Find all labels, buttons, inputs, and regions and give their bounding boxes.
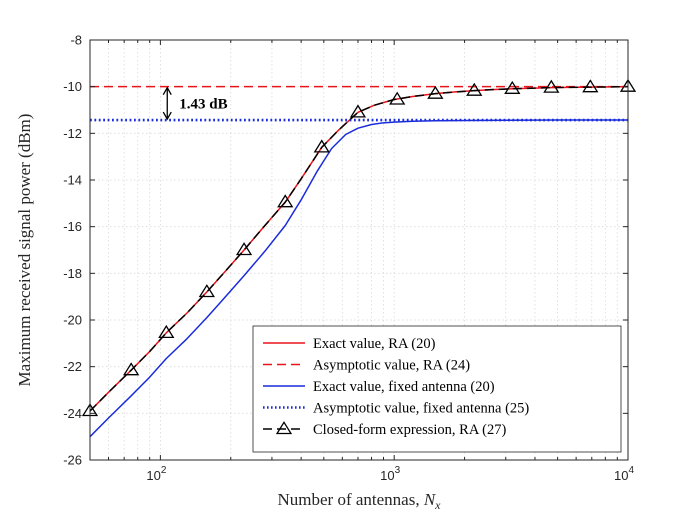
series-marker-triangle bbox=[427, 85, 444, 99]
legend-label-3: Asymptotic value, fixed antenna (25) bbox=[313, 401, 529, 417]
legend-label-2: Exact value, fixed antenna (20) bbox=[313, 379, 495, 395]
y-tick-label: -16 bbox=[63, 219, 82, 234]
series-marker-triangle bbox=[543, 79, 560, 93]
x-tick-label: 103 bbox=[380, 465, 400, 483]
y-axis-title: Maximum received signal power (dBm) bbox=[15, 114, 34, 387]
plot-frame bbox=[89, 39, 629, 461]
y-tick-label: -24 bbox=[63, 406, 82, 421]
y-tick-label: -14 bbox=[63, 173, 82, 188]
y-tick-label: -8 bbox=[70, 33, 82, 48]
x-tick-exponent: 4 bbox=[628, 465, 634, 476]
series-marker-triangle bbox=[313, 139, 330, 153]
x-axis-title: Number of antennas, Nx bbox=[277, 490, 441, 512]
series-marker-triangle bbox=[158, 324, 175, 339]
series-line-4 bbox=[89, 85, 629, 412]
y-tick-label: -22 bbox=[63, 359, 82, 374]
y-tick-label: -10 bbox=[63, 79, 82, 94]
legend-label-1: Asymptotic value, RA (24) bbox=[313, 358, 470, 374]
x-axis-title-subscript: x bbox=[434, 498, 441, 512]
x-tick-label: 104 bbox=[614, 465, 634, 483]
annotation-group: 1.43 dB bbox=[162, 86, 228, 121]
series-marker-triangle bbox=[235, 242, 253, 256]
series-marker-triangle bbox=[198, 284, 215, 298]
legend-label-0: Exact value, RA (20) bbox=[313, 336, 436, 352]
x-tick-base: 10 bbox=[146, 468, 160, 483]
annotation-arrow-head-down bbox=[162, 111, 172, 121]
series-marker-triangle bbox=[504, 80, 521, 94]
annotation-arrow-head-up bbox=[162, 86, 172, 95]
y-tick-label: -18 bbox=[63, 266, 82, 281]
series-marker-triangle bbox=[277, 194, 294, 208]
series-marker-triangle bbox=[349, 104, 367, 118]
x-axis-title-text: Number of antennas, bbox=[277, 490, 423, 509]
x-tick-exponent: 3 bbox=[395, 465, 401, 476]
series-group bbox=[81, 78, 637, 438]
series-marker-triangle bbox=[582, 79, 599, 93]
x-tick-exponent: 2 bbox=[161, 465, 167, 476]
x-tick-base: 10 bbox=[380, 468, 394, 483]
x-tick-label: 102 bbox=[146, 465, 166, 483]
series-marker-triangle bbox=[123, 362, 140, 376]
series-marker-triangle bbox=[389, 91, 406, 105]
series-marker-triangle bbox=[466, 82, 483, 96]
y-tick-label: -20 bbox=[63, 313, 82, 328]
legend: Exact value, RA (20) Asymptotic value, RA… bbox=[252, 325, 622, 453]
legend-marker-triangle bbox=[275, 421, 293, 435]
x-tick-base: 10 bbox=[614, 468, 628, 483]
legend-label-4: Closed-form expression, RA (27) bbox=[313, 422, 506, 438]
y-tick-label: -26 bbox=[63, 453, 82, 468]
x-axis-title-symbol: N bbox=[423, 490, 437, 509]
series-line-2 bbox=[89, 119, 628, 438]
y-tick-label: -12 bbox=[63, 126, 82, 141]
legend-box bbox=[252, 325, 622, 453]
annotation-label: 1.43 dB bbox=[179, 96, 227, 112]
